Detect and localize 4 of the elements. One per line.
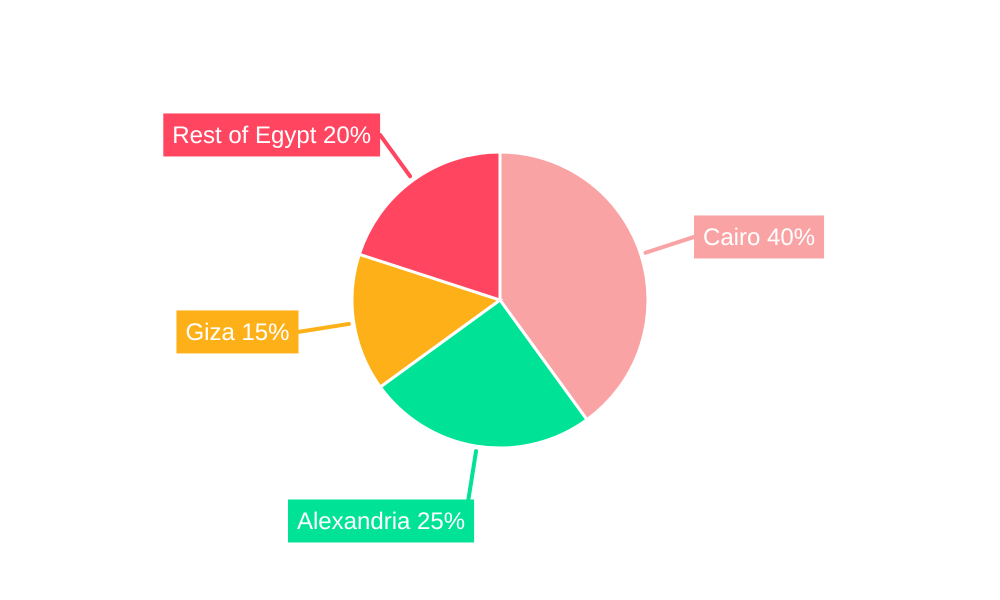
slice-label: Alexandria 25% <box>296 507 466 534</box>
slice-label: Giza 15% <box>185 318 290 346</box>
slice-label: Rest of Egypt 20% <box>172 121 372 148</box>
slice-label: Cairo 40% <box>703 223 816 250</box>
